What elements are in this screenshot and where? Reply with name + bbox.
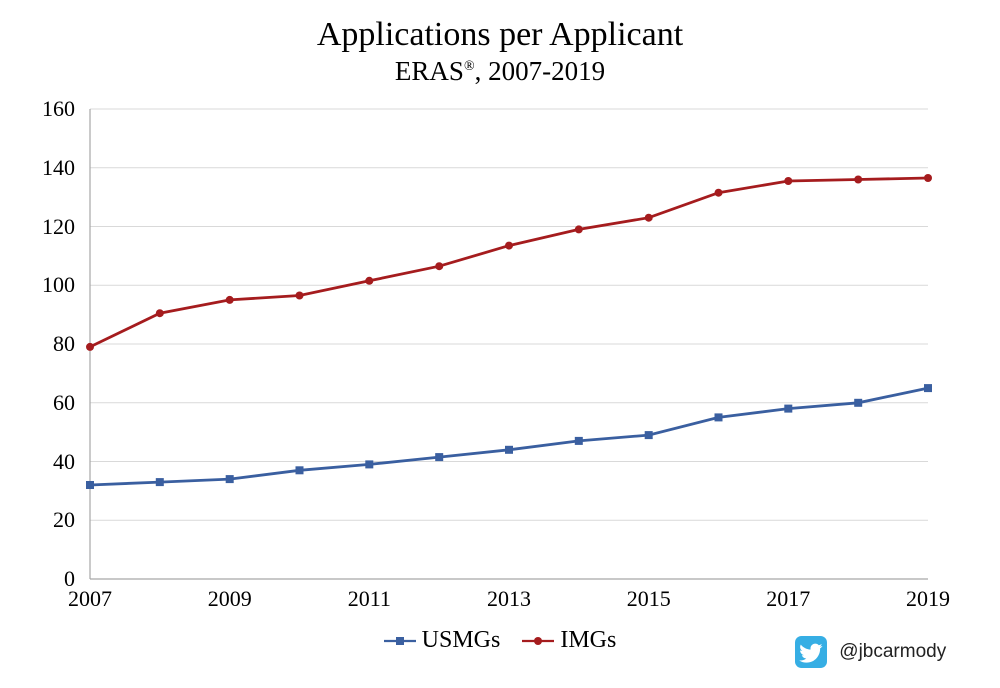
svg-text:2019: 2019 [906,586,950,611]
svg-text:60: 60 [53,390,75,415]
svg-text:2015: 2015 [627,586,671,611]
svg-text:120: 120 [42,214,75,239]
svg-text:2009: 2009 [208,586,252,611]
svg-text:20: 20 [53,507,75,532]
svg-text:160: 160 [42,96,75,121]
svg-text:140: 140 [42,155,75,180]
svg-text:2007: 2007 [68,586,112,611]
svg-text:80: 80 [53,331,75,356]
svg-text:2011: 2011 [348,586,391,611]
svg-text:2013: 2013 [487,586,531,611]
svg-text:2017: 2017 [766,586,810,611]
svg-text:40: 40 [53,449,75,474]
svg-text:100: 100 [42,272,75,297]
